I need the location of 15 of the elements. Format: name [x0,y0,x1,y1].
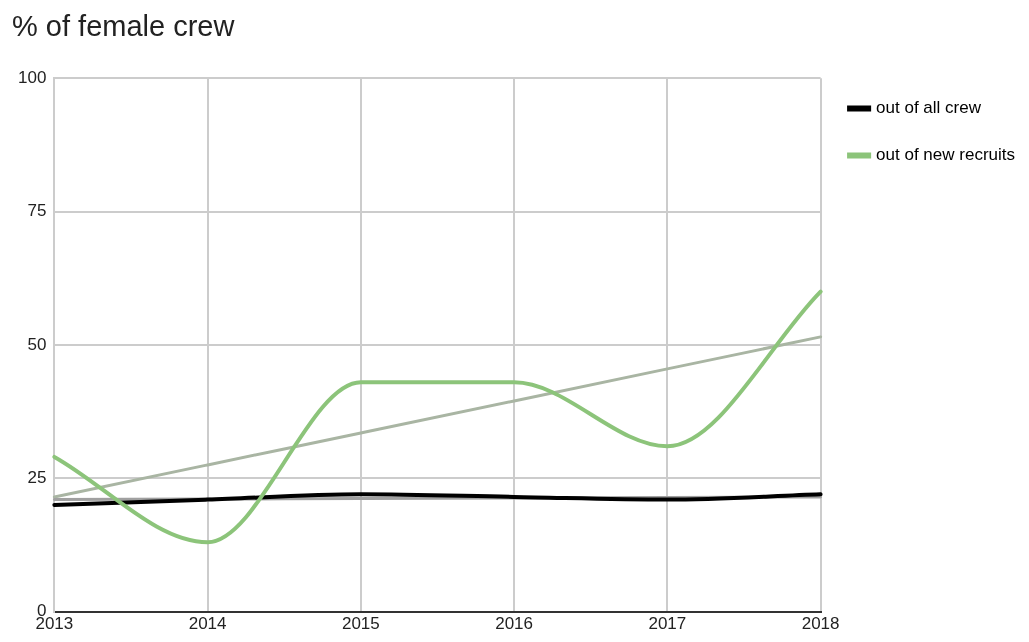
legend-label: out of new recruits [876,145,1016,165]
line-series [52,335,823,499]
x-tick-label: 2014 [188,614,227,634]
x-tick-label: 2018 [801,614,840,634]
y-tick-label: 50 [27,334,47,354]
legend-label: out of all crew [876,98,982,118]
line-series [52,289,823,545]
x-tick-label: 2016 [495,614,534,634]
x-tick-label: 2015 [341,614,380,634]
x-tick-label: 2017 [648,614,687,634]
chart-title: % of female crew [12,10,235,43]
y-tick-label: 75 [27,201,47,221]
y-tick-label: 100 [17,67,47,87]
y-tick-label: 25 [27,467,47,487]
line-series [52,492,823,507]
